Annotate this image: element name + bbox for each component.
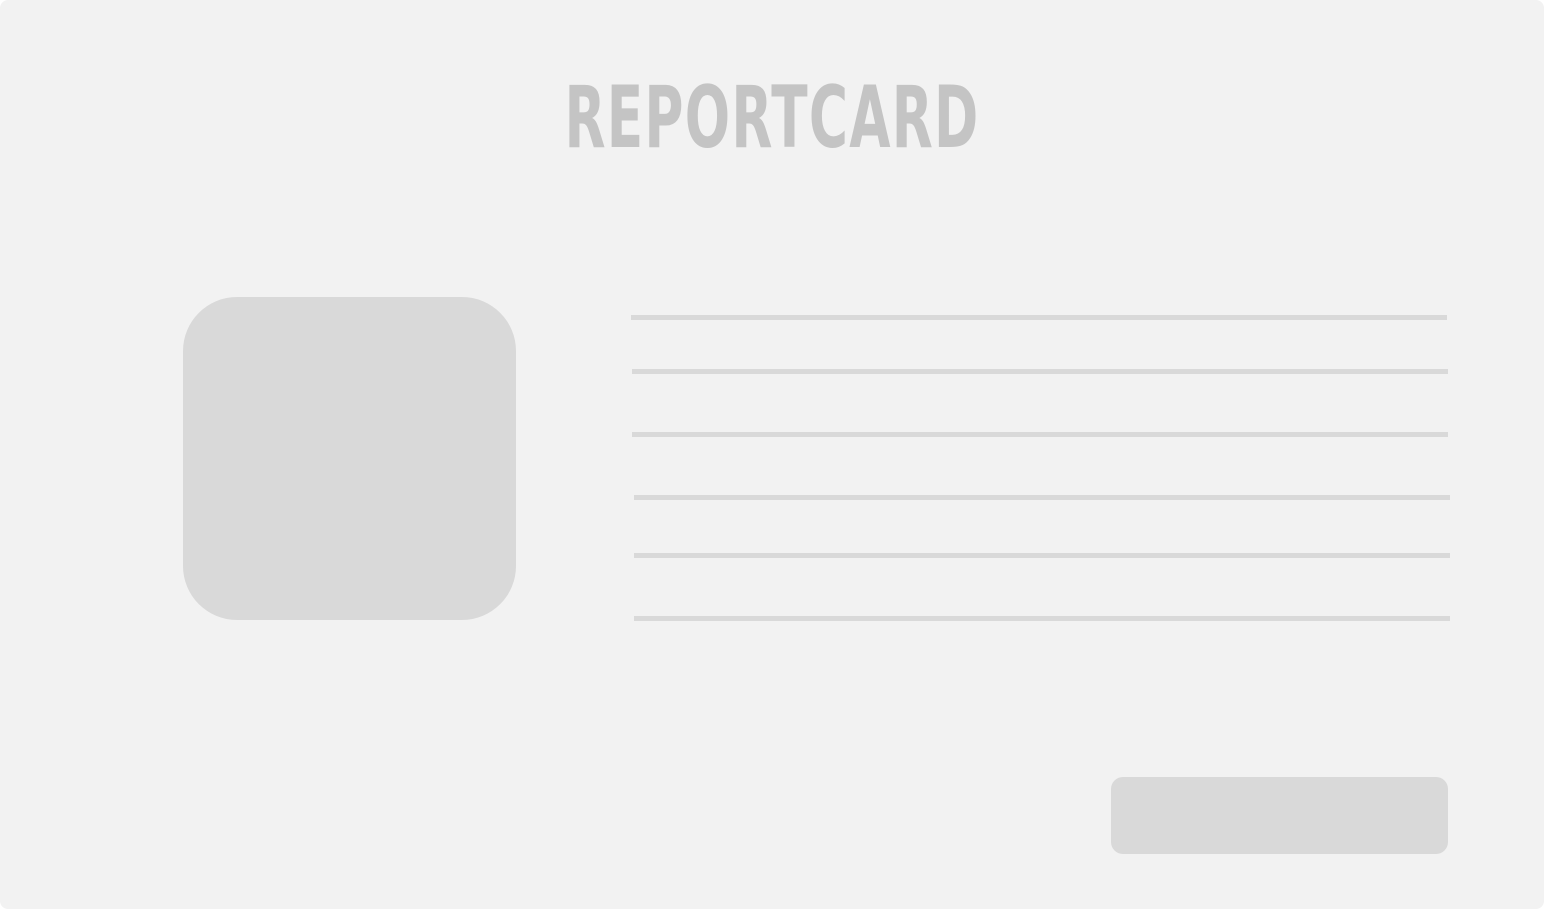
text-line-placeholder bbox=[632, 369, 1448, 374]
text-line-placeholder bbox=[634, 553, 1450, 558]
text-line-placeholder bbox=[634, 616, 1450, 621]
photo-placeholder bbox=[183, 297, 516, 620]
card-title: REPORTCARD bbox=[564, 68, 980, 168]
text-line-placeholder bbox=[631, 315, 1447, 320]
text-line-placeholder bbox=[632, 432, 1448, 437]
text-line-placeholder bbox=[634, 495, 1450, 500]
action-button[interactable] bbox=[1111, 777, 1448, 854]
